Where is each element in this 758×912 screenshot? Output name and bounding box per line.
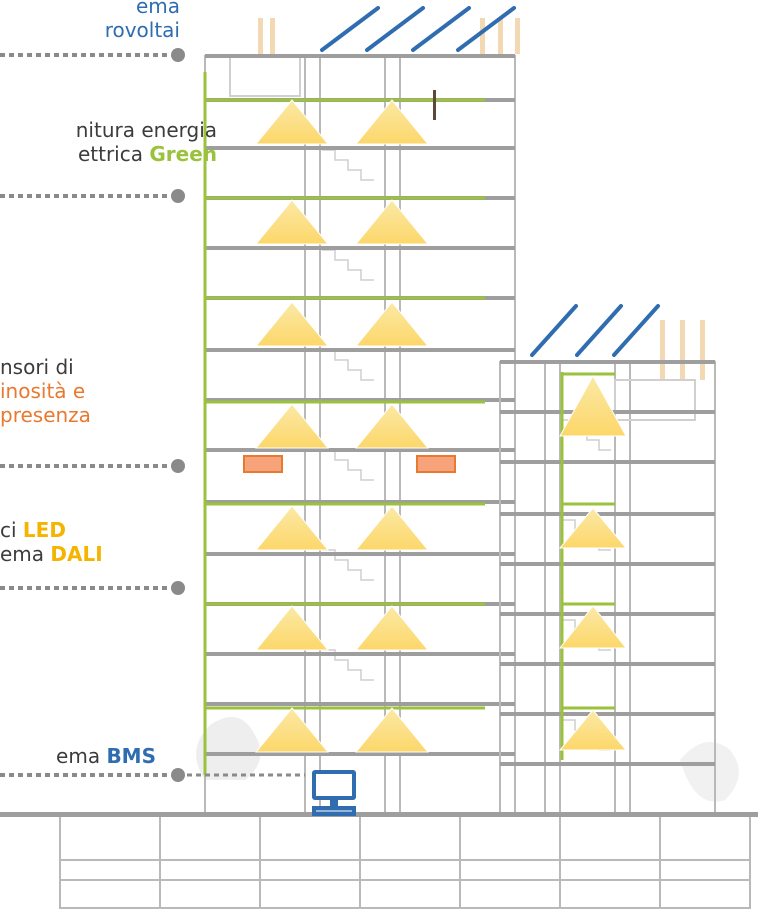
presence-sensors	[243, 455, 456, 473]
led-light-cone	[354, 99, 430, 145]
led-light-cone	[558, 507, 628, 549]
led-light-cone	[354, 505, 430, 551]
basement-structure	[59, 815, 751, 909]
tower-floor-slabs	[205, 54, 515, 756]
led-light-cone	[254, 505, 330, 551]
sensor-box	[416, 455, 456, 473]
label-led-dali: ci LED ema DALI	[0, 518, 155, 566]
bms-computer-icon	[312, 770, 356, 816]
label-bms-prefix: ema	[56, 744, 107, 768]
label-dali-word: DALI	[50, 542, 103, 566]
led-light-cone	[254, 99, 330, 145]
sensor-box	[243, 455, 283, 473]
label-green-energy-line1: nitura energia	[75, 118, 217, 142]
tower-stairs	[322, 149, 374, 681]
label-green-word: Green	[149, 142, 217, 166]
led-lights	[254, 99, 628, 753]
label-led-word: LED	[22, 518, 66, 542]
wing-stairs	[563, 419, 611, 751]
label-led-line: ci LED	[0, 518, 155, 542]
label-green-energy: nitura energia ettrica Green	[0, 118, 217, 166]
label-green-energy-prefix: ettrica	[77, 142, 150, 166]
label-bms-word: BMS	[106, 744, 156, 768]
led-light-cone	[558, 605, 628, 649]
label-sensors-line2: inosità e	[0, 379, 86, 403]
label-sensors: nsori di inosità e presenza	[0, 355, 158, 427]
led-light-cone	[254, 605, 330, 651]
led-light-cone	[354, 403, 430, 449]
callout-dots	[171, 48, 185, 782]
label-green-energy-line2: ettrica Green	[0, 142, 217, 166]
ground-slab	[0, 812, 758, 817]
label-photovoltaic-line1: ema	[135, 0, 180, 18]
label-photovoltaic-line2: rovoltai	[104, 18, 180, 42]
solar-panels	[320, 6, 660, 357]
riser-marker	[433, 90, 436, 120]
led-light-cone	[354, 301, 430, 347]
led-light-cone	[354, 605, 430, 651]
label-sensors-line3: presenza	[0, 403, 91, 427]
led-light-cone	[254, 199, 330, 245]
led-light-cone	[354, 199, 430, 245]
rooftop-wood-slats	[258, 18, 705, 380]
led-light-cone	[354, 707, 430, 753]
label-dali-line: ema DALI	[0, 542, 155, 566]
label-dali-prefix: ema	[0, 542, 51, 566]
led-light-cone	[559, 374, 627, 437]
label-photovoltaic: ema rovoltai	[60, 0, 180, 42]
led-light-cone	[254, 301, 330, 347]
background-trees	[196, 717, 739, 802]
led-light-cone	[254, 403, 330, 449]
label-bms: ema BMS	[0, 744, 156, 768]
label-sensors-line1: nsori di	[0, 355, 74, 379]
label-led-prefix: ci	[0, 518, 23, 542]
green-energy-lines	[203, 72, 615, 775]
led-light-cone	[558, 709, 628, 751]
led-light-cone	[254, 707, 330, 753]
callout-lines	[0, 53, 305, 777]
